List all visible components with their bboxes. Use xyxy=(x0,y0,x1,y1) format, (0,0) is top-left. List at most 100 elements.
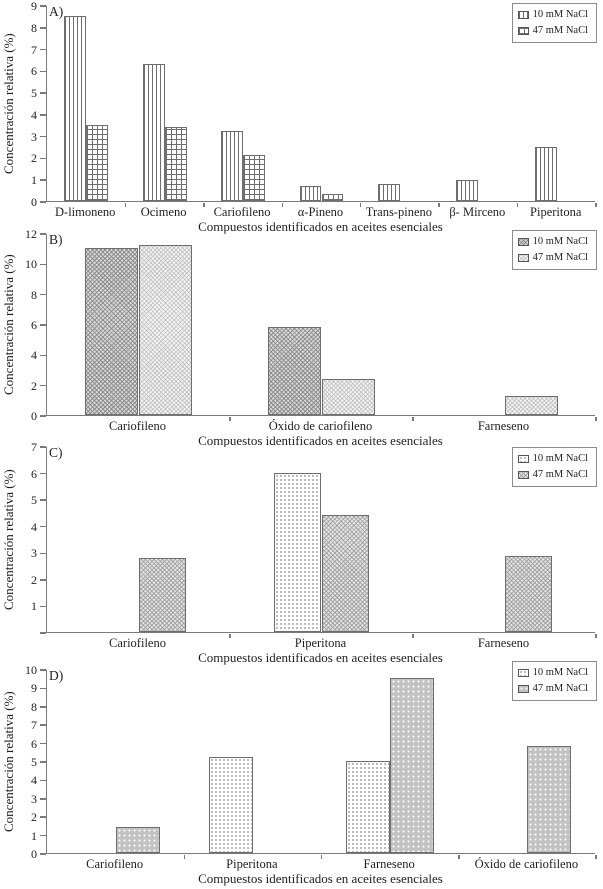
x-axis-label: Compuestos identificados en aceites esen… xyxy=(198,219,443,234)
y-tick-label: 4 xyxy=(31,107,37,122)
y-tick xyxy=(40,687,46,690)
y-tick xyxy=(40,233,46,235)
y-tick-label: 5 xyxy=(31,755,37,769)
legend-entry-47-mm-nacl: 47 mM NaCl xyxy=(517,250,588,266)
x-axis-label: Compuestos identificados en aceites esen… xyxy=(198,871,443,886)
legend-label-47-mm-nacl: 47 mM NaCl xyxy=(532,24,588,36)
x-tick xyxy=(229,633,231,638)
x-tick xyxy=(595,633,597,638)
y-tick-label: 5 xyxy=(31,493,37,508)
y-tick-label: 4 xyxy=(31,519,37,534)
category-labels: D-limoneno Ocimeno Cariofileno α-Pineno Tran… xyxy=(46,205,595,220)
y-tick xyxy=(40,354,46,357)
legend-entry-47-mm-nacl: 47 mM NaCl xyxy=(517,23,588,39)
y-tick xyxy=(40,742,46,745)
legend-swatch-10-mm-nacl xyxy=(517,237,529,246)
legend-entry-47-mm-nacl: 47 mM NaCl xyxy=(517,681,588,697)
bar-xido-de-cariofileno-47-mm-nacl xyxy=(527,746,572,853)
bar-ocimeno-10-mm-nacl xyxy=(142,63,165,201)
legend-label-10-mm-nacl: 10 mM NaCl xyxy=(532,453,588,464)
x-tick xyxy=(281,202,284,207)
y-tick xyxy=(40,724,46,726)
y-tick-label: 7 xyxy=(31,42,37,57)
category-label-piperitona: Piperitona xyxy=(226,857,278,871)
category-label-piperitona: Piperitona xyxy=(294,636,347,650)
y-tick-label: 2 xyxy=(31,810,37,825)
x-tick xyxy=(412,633,414,638)
y-tick xyxy=(40,853,46,855)
legend-label-10-mm-nacl: 10 mM NaCl xyxy=(532,236,588,247)
legend: 10 mM NaCl 47 mM NaCl xyxy=(511,230,597,270)
category-label-pineno: α-Pineno xyxy=(297,205,344,219)
legend-swatch-47-mm-nacl xyxy=(517,684,529,693)
bar-piperitona-10-mm-nacl xyxy=(534,146,557,201)
y-tick-label: 9 xyxy=(31,681,37,696)
y-tick xyxy=(40,525,46,528)
y-tick-label: 4 xyxy=(31,348,37,363)
y-tick xyxy=(40,135,46,138)
y-tick-label: 8 xyxy=(31,20,37,35)
x-tick xyxy=(438,202,440,207)
x-tick xyxy=(183,854,185,859)
chart-panel-d: Concentración relativa (%) D) 0 1 2 3 4 5 6 7 8 9 10… xyxy=(0,658,603,889)
y-tick-label: 10 xyxy=(25,257,37,272)
y-tick xyxy=(40,293,46,296)
legend-label-47-mm-nacl: 47 mM NaCl xyxy=(532,682,588,694)
category-label-farneseno: Farneseno xyxy=(363,857,415,871)
x-tick xyxy=(516,202,519,207)
bar-piperitona-10-mm-nacl xyxy=(273,472,322,632)
category-labels: Cariofileno Óxido de cariofileno Farneseno xyxy=(46,419,595,434)
legend-entry-10-mm-nacl: 10 mM NaCl xyxy=(517,234,588,250)
bar-mirceno-10-mm-nacl xyxy=(456,180,479,201)
bar-d-limoneno-47-mm-nacl xyxy=(86,124,109,201)
category-label-farneseno: Farneseno xyxy=(477,636,530,650)
y-tick-label: 0 xyxy=(31,195,37,209)
y-tick xyxy=(40,415,46,417)
y-tick-label: 1 xyxy=(31,828,37,843)
legend-label-47-mm-nacl: 47 mM NaCl xyxy=(532,468,588,480)
category-label-xido-de-cariofileno: Óxido de cariofileno xyxy=(474,857,579,871)
y-tick-label: 6 xyxy=(31,318,37,332)
category-label-cariofileno: Cariofileno xyxy=(109,636,166,650)
y-tick xyxy=(40,70,46,73)
bar-trans-pineno-10-mm-nacl xyxy=(377,183,400,201)
y-tick xyxy=(40,579,46,581)
legend-swatch-47-mm-nacl xyxy=(517,470,529,479)
bar-cariofileno-10-mm-nacl xyxy=(221,131,244,201)
x-tick xyxy=(320,854,323,859)
y-tick xyxy=(40,179,46,181)
chart-panel-b: Concentración relativa (%) B) 0 2 4 6 8 10 12 Car… xyxy=(0,227,603,448)
plot-area: C) 1 2 3 4 5 6 7 xyxy=(31,440,597,638)
y-tick-label: 1 xyxy=(31,599,37,614)
y-tick-label: 3 xyxy=(31,791,37,806)
legend-entry-10-mm-nacl: 10 mM NaCl xyxy=(517,7,588,23)
legend-swatch-10-mm-nacl xyxy=(517,668,529,677)
bar-farneseno-47-mm-nacl xyxy=(504,396,558,415)
bar-cariofileno-47-mm-nacl xyxy=(138,245,192,415)
x-tick xyxy=(458,854,460,859)
y-tick xyxy=(40,92,46,94)
bar-piperitona-10-mm-nacl xyxy=(208,757,253,853)
y-tick xyxy=(40,605,46,608)
x-tick xyxy=(229,416,231,421)
legend-entry-10-mm-nacl: 10 mM NaCl xyxy=(517,451,588,467)
plot-area: D) 0 1 2 3 4 5 6 7 8 9 10 xyxy=(25,663,597,861)
y-tick xyxy=(40,779,46,782)
bar-cariofileno-47-mm-nacl xyxy=(138,557,187,632)
category-label-cariofileno: Cariofileno xyxy=(213,205,271,219)
legend-swatch-10-mm-nacl xyxy=(517,10,529,19)
legend-label-10-mm-nacl: 10 mM NaCl xyxy=(532,667,588,678)
y-tick xyxy=(40,552,46,555)
y-tick xyxy=(40,5,46,7)
category-label-farneseno: Farneseno xyxy=(477,419,530,433)
y-tick-label: 0 xyxy=(31,409,37,423)
x-tick xyxy=(203,202,205,207)
x-tick xyxy=(595,416,597,421)
bar-cariofileno-47-mm-nacl xyxy=(115,827,160,853)
y-tick-label: 8 xyxy=(31,287,37,302)
y-tick xyxy=(40,324,46,326)
y-tick-label: 9 xyxy=(31,0,37,13)
category-labels: Cariofileno Piperitona Farneseno xyxy=(46,636,595,651)
y-tick xyxy=(40,499,46,501)
panel-letter: B) xyxy=(49,232,63,247)
